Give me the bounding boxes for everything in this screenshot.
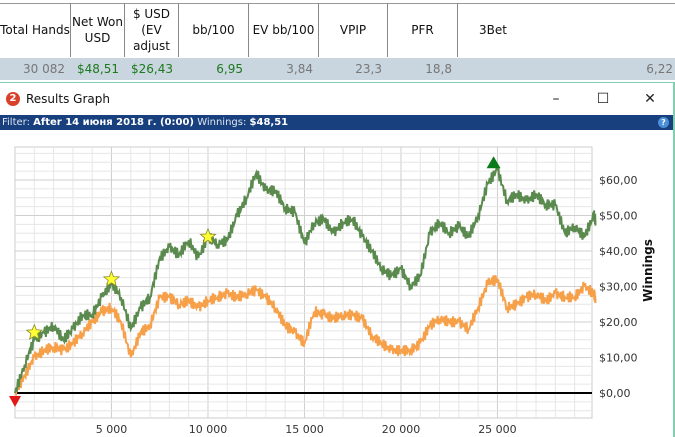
column-header-bb100[interactable]: bb/100 [179, 3, 249, 57]
value-total-hands: 30 082 [23, 62, 65, 76]
filter-label: Filter: [2, 117, 30, 128]
help-icon[interactable]: ? [658, 117, 669, 128]
value-vpip: 23,3 [355, 62, 382, 76]
winnings-value: $48,51 [249, 117, 289, 128]
column-header-net-won[interactable]: Net Won USD [71, 3, 125, 57]
value-net-won: $48,51 [77, 62, 119, 76]
column-header-ev-usd[interactable]: $ USD (EV adjust [125, 3, 179, 57]
series-line-ev [14, 275, 597, 397]
max-triangle-marker [486, 156, 501, 169]
y-tick-label: $10,00 [599, 352, 638, 365]
column-header-total-hands[interactable]: Total Hands [0, 3, 71, 57]
y-tick-label: $50,00 [599, 210, 638, 223]
min-triangle-marker [9, 396, 21, 407]
y-tick-label: $60,00 [599, 174, 638, 187]
column-header-3bet[interactable]: 3Bet [479, 23, 507, 37]
filter-bar: Filter: After 14 июня 2018 г. (0:00) Win… [0, 115, 673, 130]
column-header-pfr[interactable]: PFR [388, 3, 458, 57]
close-button[interactable]: ✕ [644, 91, 656, 107]
value-bb100: 6,95 [216, 62, 243, 76]
stats-values-row[interactable] [0, 58, 675, 80]
milestone-star-marker [199, 227, 217, 245]
milestone-star-marker [25, 323, 43, 340]
x-tick-label: 5 000 [96, 423, 128, 436]
winnings-label: Winnings: [197, 117, 247, 128]
x-tick-label: 25 000 [478, 423, 517, 436]
y-tick-label: $40,00 [599, 245, 638, 258]
value-ev-bb100: 3,84 [286, 62, 313, 76]
plot-area [14, 146, 593, 419]
stats-table: Total Hands 30 082 Net Won USD $48,51 $ USD … [0, 0, 675, 82]
x-tick-label: 15 000 [285, 423, 324, 436]
series-line-winnings [14, 166, 597, 394]
value-3bet: 6,22 [646, 62, 673, 76]
value-pfr: 18,8 [425, 62, 452, 76]
results-graph-window: 2 Results Graph – ☐ ✕ Filter: After 14 и… [0, 82, 675, 437]
maximize-button[interactable]: ☐ [596, 91, 610, 107]
y-tick-label: $0,00 [599, 387, 631, 400]
column-header-ev-bb100[interactable]: EV bb/100 [249, 3, 319, 57]
y-axis-label: Winnings [641, 239, 655, 302]
header-border [0, 3, 675, 4]
value-ev-usd: $26,43 [131, 62, 173, 76]
filter-value[interactable]: After 14 июня 2018 г. (0:00) [33, 117, 194, 128]
y-tick-label: $20,00 [599, 316, 638, 329]
milestone-star-marker [102, 270, 121, 287]
title-bar[interactable]: 2 Results Graph – ☐ ✕ [0, 83, 673, 115]
minimize-button[interactable]: – [552, 91, 560, 107]
y-tick-label: $30,00 [599, 281, 638, 294]
x-tick-label: 20 000 [382, 423, 421, 436]
app-logo-icon: 2 [6, 92, 20, 106]
window-title: Results Graph [26, 92, 110, 106]
x-tick-label: 10 000 [189, 423, 228, 436]
results-chart: 5 000 10 000 15 000 20 000 25 000 $0,00 $10,00… [9, 146, 655, 436]
column-header-vpip[interactable]: VPIP [319, 3, 388, 57]
